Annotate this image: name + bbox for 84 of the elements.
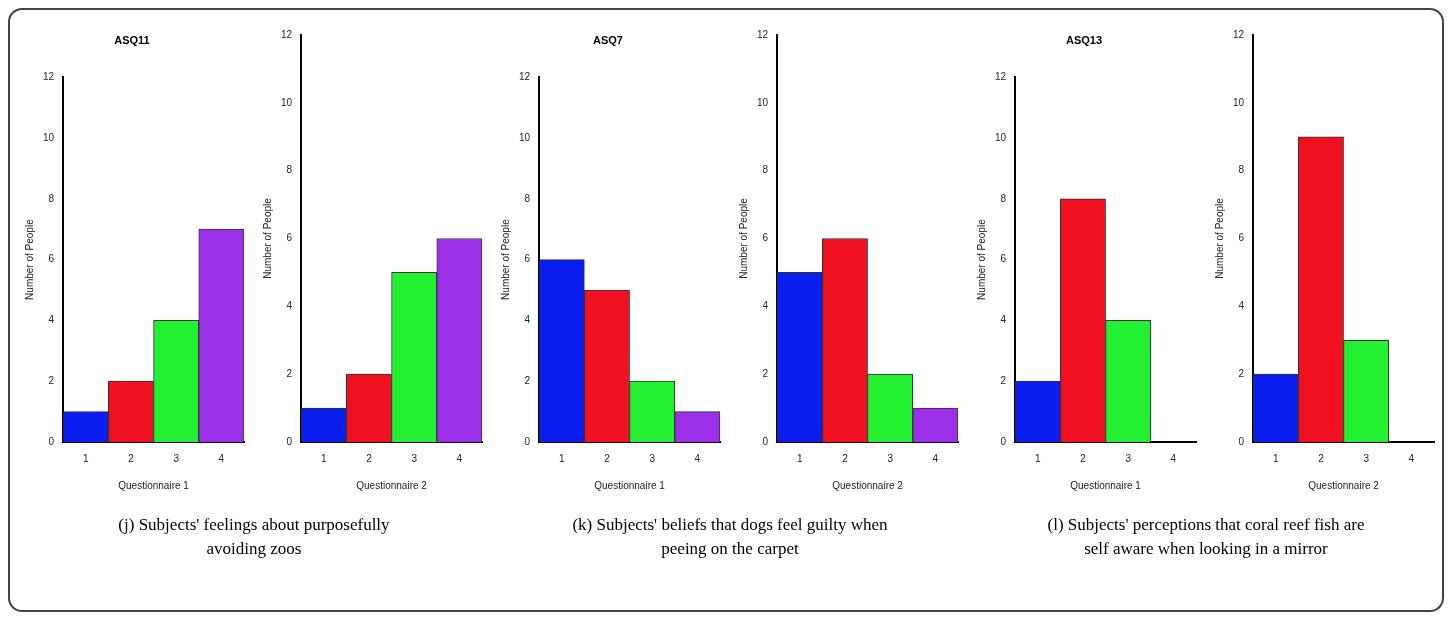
y-tick-label: 10 [281, 96, 293, 108]
chart-title: ASQ7 [593, 33, 623, 46]
y-axis-title: Number of People [499, 218, 511, 300]
x-axis-title: Questionnaire 2 [356, 479, 428, 491]
y-tick-label: 2 [286, 367, 293, 379]
y-axis-title: Number of People [261, 197, 273, 279]
x-tick-label: 4 [932, 452, 939, 464]
y-tick-label: 10 [519, 131, 531, 143]
text: (l) Subjects' perceptions that coral reef fish are self aware when looking in a mirror [1046, 514, 1366, 560]
x-tick-label: 1 [1272, 452, 1279, 464]
y-tick-label: 12 [757, 28, 769, 40]
x-axis-title: Questionnaire 1 [1070, 479, 1142, 491]
x-tick-label: 2 [1080, 452, 1087, 464]
x-tick-label: 4 [218, 452, 225, 464]
x-tick-label: 1 [558, 452, 565, 464]
y-tick-label: 2 [1238, 367, 1245, 379]
y-tick-label: 0 [1000, 435, 1007, 447]
y-tick-label: 8 [286, 164, 293, 176]
y-tick-label: 0 [524, 435, 531, 447]
y-tick-label: 0 [1238, 435, 1245, 447]
x-tick-label: 3 [1125, 452, 1132, 464]
y-axis-title: Number of People [23, 218, 35, 300]
y-tick-label: 6 [1238, 232, 1245, 244]
y-tick-label: 2 [48, 374, 55, 386]
x-tick-label: 4 [1408, 452, 1415, 464]
text: (k) Subjects' beliefs that dogs feel guilty when peeing on the carpet [571, 514, 889, 560]
x-tick-label: 1 [320, 452, 327, 464]
y-tick-label: 10 [1233, 96, 1245, 108]
y-tick-label: 8 [48, 192, 55, 204]
chart-title: ASQ11 [114, 33, 150, 46]
y-tick-label: 4 [1238, 300, 1245, 312]
y-tick-label: 4 [762, 300, 769, 312]
y-tick-label: 6 [48, 253, 55, 265]
y-tick-label: 4 [48, 314, 55, 326]
x-axis-title: Questionnaire 1 [118, 479, 190, 491]
y-tick-label: 0 [762, 435, 769, 447]
x-tick-label: 1 [1034, 452, 1041, 464]
y-tick-label: 6 [762, 232, 769, 244]
y-tick-label: 4 [1000, 314, 1007, 326]
x-tick-label: 4 [456, 452, 463, 464]
y-tick-label: 8 [1000, 192, 1007, 204]
y-axis-title: Number of People [737, 197, 749, 279]
y-tick-label: 0 [286, 435, 293, 447]
y-tick-label: 12 [519, 70, 531, 82]
x-tick-label: 1 [796, 452, 803, 464]
x-tick-label: 3 [649, 452, 656, 464]
y-tick-label: 6 [286, 232, 293, 244]
y-tick-label: 10 [43, 131, 55, 143]
y-tick-label: 8 [1238, 164, 1245, 176]
x-tick-label: 3 [411, 452, 418, 464]
y-tick-label: 6 [1000, 253, 1007, 265]
y-tick-label: 10 [757, 96, 769, 108]
y-tick-label: 0 [48, 435, 55, 447]
y-tick-label: 10 [995, 131, 1007, 143]
x-tick-label: 1 [82, 452, 89, 464]
y-tick-label: 12 [281, 28, 293, 40]
x-tick-label: 2 [604, 452, 611, 464]
x-tick-label: 2 [1318, 452, 1325, 464]
x-tick-label: 2 [128, 452, 135, 464]
x-tick-label: 4 [694, 452, 701, 464]
x-tick-label: 2 [366, 452, 373, 464]
y-tick-label: 12 [995, 70, 1007, 82]
x-tick-label: 2 [842, 452, 849, 464]
x-axis-title: Questionnaire 2 [1308, 479, 1380, 491]
x-axis-title: Questionnaire 1 [594, 479, 666, 491]
x-tick-label: 3 [173, 452, 180, 464]
y-axis-title: Number of People [1213, 197, 1225, 279]
x-tick-label: 3 [887, 452, 894, 464]
y-tick-label: 2 [762, 367, 769, 379]
y-tick-label: 12 [1233, 28, 1245, 40]
x-tick-label: 4 [1170, 452, 1177, 464]
y-tick-label: 6 [524, 253, 531, 265]
y-tick-label: 8 [524, 192, 531, 204]
text: (j) Subjects' feelings about purposefully avoiding zoos [117, 514, 391, 560]
y-tick-label: 12 [43, 70, 55, 82]
y-tick-label: 2 [524, 374, 531, 386]
chart-title: ASQ13 [1065, 33, 1103, 46]
y-tick-label: 2 [1000, 374, 1007, 386]
y-tick-label: 4 [524, 314, 531, 326]
y-axis-title: Number of People [975, 218, 987, 300]
x-tick-label: 3 [1363, 452, 1370, 464]
y-tick-label: 8 [762, 164, 769, 176]
y-tick-label: 4 [286, 300, 293, 312]
x-axis-title: Questionnaire 2 [832, 479, 904, 491]
